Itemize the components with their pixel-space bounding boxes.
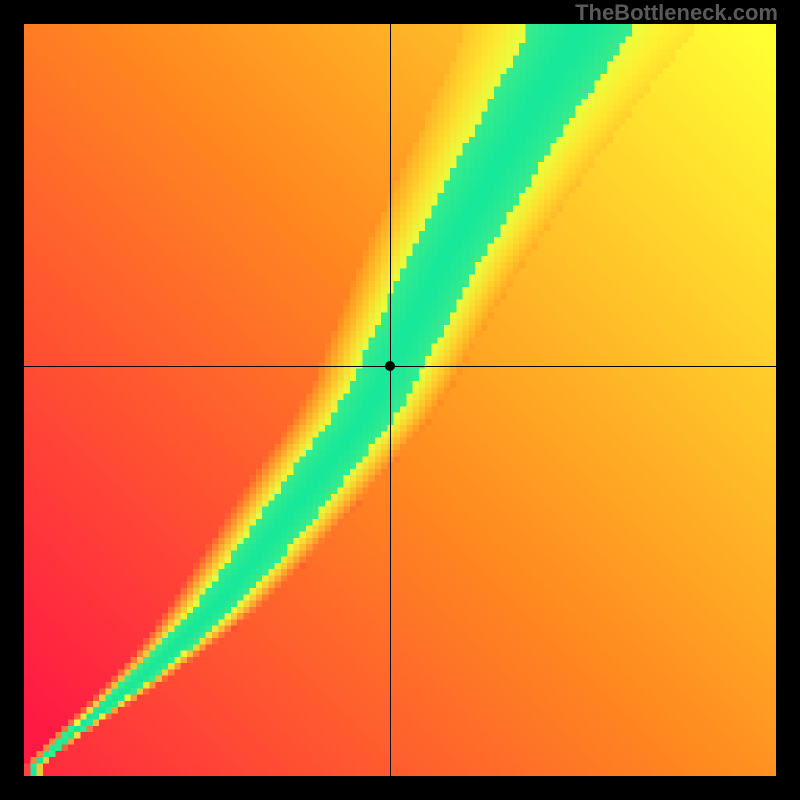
crosshair-vertical-line <box>390 24 391 776</box>
crosshair-horizontal-line <box>24 366 776 367</box>
watermark-text: TheBottleneck.com <box>575 0 778 26</box>
crosshair-marker-dot <box>385 361 395 371</box>
bottleneck-heatmap <box>24 24 776 776</box>
